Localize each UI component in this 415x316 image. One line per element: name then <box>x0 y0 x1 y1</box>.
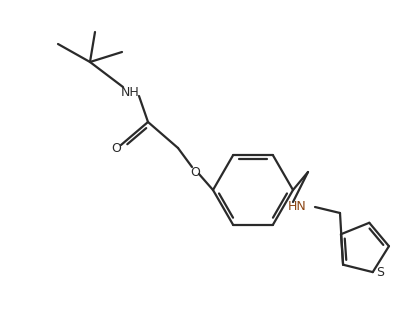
Text: O: O <box>190 166 200 179</box>
Text: HN: HN <box>288 200 306 214</box>
Text: S: S <box>376 266 384 279</box>
Text: NH: NH <box>121 86 139 99</box>
Text: O: O <box>111 143 121 155</box>
